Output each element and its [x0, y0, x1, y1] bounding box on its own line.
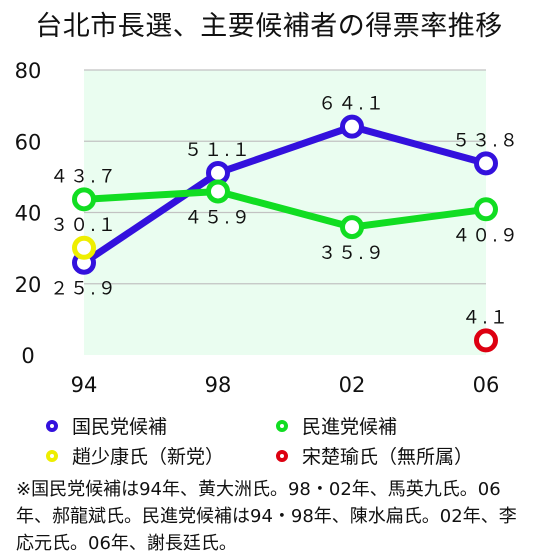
- legend-item: 趙少康氏（新党）: [46, 442, 224, 469]
- data-point: [206, 179, 230, 204]
- data-point: [340, 114, 364, 139]
- legend-label: 趙少康氏（新党）: [72, 446, 225, 468]
- data-label: ５１.１: [184, 140, 252, 161]
- data-point: [340, 215, 364, 240]
- x-tick-label: 02: [339, 373, 366, 397]
- legend-item: 宋楚瑜氏（無所属）: [276, 442, 473, 469]
- legend-marker-icon: [46, 419, 58, 432]
- data-label: ５３.８: [452, 130, 520, 151]
- y-tick-label: 40: [15, 202, 42, 226]
- legend-item: 民進党候補: [276, 412, 397, 439]
- data-label: ４５.９: [184, 207, 252, 228]
- x-tick-label: 06: [473, 373, 500, 397]
- line-chart: 0 20 40 60 80 94 98 02 06 ２５.９ ５１.１ ６４.１ ５３.８ ４３.７ ４５.…: [15, 59, 520, 397]
- y-tick-label: 20: [15, 273, 42, 297]
- footnote: ※国民党候補は94年、黄大洲氏。98・02年、馬英九氏。06年、郝龍斌氏。民進党…: [16, 479, 517, 554]
- legend-label: 民進党候補: [302, 416, 398, 438]
- data-label: ２５.９: [50, 279, 118, 300]
- data-point: [72, 187, 96, 212]
- legend-marker-icon: [46, 449, 58, 462]
- series-line: [83, 187, 487, 231]
- legend-label: 宋楚瑜氏（無所属）: [302, 446, 474, 468]
- legend-label: 国民党候補: [72, 416, 168, 438]
- legend-item: 国民党候補: [46, 412, 167, 439]
- data-point: [474, 328, 498, 353]
- data-point: [474, 197, 498, 222]
- data-label: ６４.１: [318, 94, 386, 115]
- data-label: ４３.７: [50, 166, 118, 187]
- data-label: ３０.１: [50, 215, 118, 236]
- data-point: [72, 235, 96, 260]
- legend-marker-icon: [276, 449, 288, 462]
- y-tick-label: 0: [21, 344, 34, 368]
- data-label: ４０.９: [452, 225, 520, 246]
- x-tick-label: 98: [205, 373, 232, 397]
- chart-title: 台北市長選、主要候補者の得票率推移: [35, 11, 503, 42]
- y-tick-label: 80: [15, 59, 42, 83]
- x-tick-label: 94: [71, 373, 98, 397]
- y-tick-label: 60: [15, 130, 42, 154]
- data-label: ４.１: [462, 307, 510, 328]
- data-label: ３５.９: [318, 243, 386, 264]
- legend-marker-icon: [276, 419, 288, 432]
- series-line: [82, 123, 487, 266]
- data-point: [474, 151, 498, 176]
